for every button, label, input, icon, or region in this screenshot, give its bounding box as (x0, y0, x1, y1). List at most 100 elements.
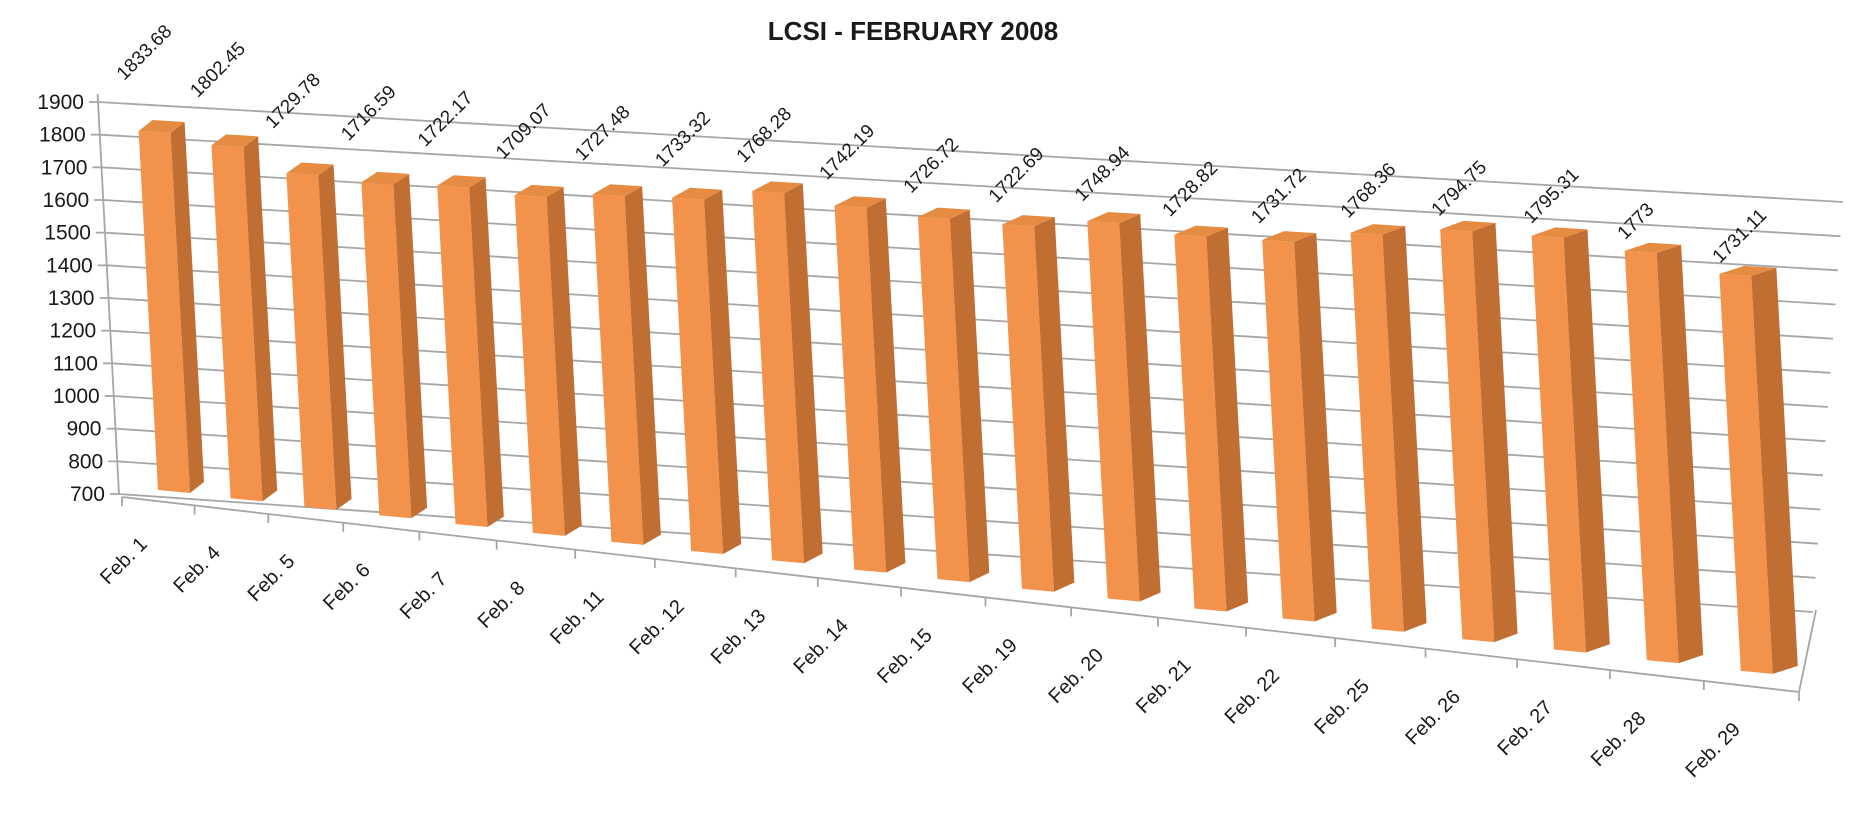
data-label: 1727.48 (571, 102, 634, 165)
bar-column (211, 134, 278, 502)
bar-side-face (1656, 244, 1704, 664)
chart-title: LCSI - FEBRUARY 2008 (768, 16, 1058, 46)
bars-layer (138, 119, 1798, 674)
bar-column (1262, 231, 1337, 622)
value-axis-label: 1300 (48, 287, 95, 310)
bar-top-face (211, 134, 259, 148)
bar-side-face (784, 183, 823, 564)
bar-front-face (1531, 235, 1586, 653)
category-label: Feb. 1 (96, 533, 152, 589)
bar-front-face (1262, 239, 1315, 622)
bar-column (1624, 242, 1704, 664)
bar-top-face (1531, 227, 1588, 238)
bar-column (1440, 220, 1518, 643)
data-label: 1795.31 (1520, 164, 1583, 227)
bar-column (286, 162, 352, 510)
category-label: Feb. 13 (707, 605, 771, 669)
bar-top-face (361, 171, 410, 185)
bar-top-face (1440, 220, 1496, 232)
bar-top-face (514, 184, 564, 198)
data-label: 1768.28 (733, 104, 796, 167)
data-label: 1733.32 (651, 108, 714, 171)
bar-top-face (1087, 211, 1141, 224)
bar-front-face (1087, 221, 1140, 602)
value-axis-layer: 700 800 900 1000 1100 1200 1300 1400 1500 1600 170… (37, 91, 120, 506)
bar-side-face (318, 164, 352, 510)
bar-side-face (170, 121, 204, 493)
bar-column (834, 196, 906, 573)
data-label: 1726.72 (900, 134, 963, 197)
bar-side-face (243, 136, 278, 502)
floor-axis-layer (121, 496, 1817, 702)
category-label: Feb. 29 (1681, 718, 1745, 782)
bar-front-face (138, 130, 190, 493)
bar-column (138, 119, 204, 493)
bar-column (752, 181, 823, 564)
bar-top-face (1002, 215, 1055, 227)
data-label: 1773 (1614, 199, 1659, 244)
value-axis-label: 700 (70, 483, 105, 506)
bar-top-face (437, 175, 486, 188)
value-axis-label: 800 (68, 450, 103, 473)
bar-top-face (1624, 242, 1682, 253)
bar-column (1087, 211, 1161, 602)
data-label: 1716.59 (337, 82, 400, 145)
category-label: Feb. 5 (244, 550, 300, 606)
category-label: Feb. 21 (1132, 655, 1196, 719)
bar-front-face (1624, 250, 1679, 664)
bar-front-face (1440, 229, 1495, 643)
bar-side-face (624, 186, 661, 545)
bar-side-face (1294, 233, 1337, 622)
bar-column (672, 187, 742, 554)
bar-column (1002, 215, 1075, 592)
data-label: 1833.68 (113, 21, 176, 84)
value-axis-label: 900 (66, 418, 101, 441)
gridline (99, 133, 1841, 238)
data-label: 1768.36 (1337, 159, 1400, 222)
bar-top-face (1174, 225, 1228, 237)
data-label: 1802.45 (186, 38, 249, 101)
category-label: Feb. 8 (474, 577, 530, 633)
data-label: 1731.11 (1709, 205, 1771, 267)
bar-column (1719, 265, 1798, 674)
bar-top-face (834, 196, 886, 208)
bar-top-face (138, 119, 185, 133)
category-label: Feb. 27 (1494, 697, 1558, 761)
value-axis-label: 1500 (44, 222, 91, 245)
bar-side-face (1206, 227, 1249, 612)
gridline (97, 101, 1843, 203)
bar-side-face (546, 186, 582, 536)
bar-column (917, 207, 990, 583)
bar-front-face (834, 205, 887, 573)
data-label: 1748.94 (1071, 142, 1135, 206)
bar-front-face (752, 191, 805, 564)
bar-top-face (592, 184, 643, 197)
bar-side-face (949, 209, 990, 583)
category-label: Feb. 12 (625, 596, 689, 660)
bar-top-face (1719, 265, 1777, 276)
bar-front-face (1174, 234, 1227, 612)
bar-column (361, 171, 428, 519)
data-label: 1794.75 (1428, 157, 1491, 220)
value-axis-label: 1900 (37, 91, 84, 114)
bar-side-face (866, 198, 906, 573)
value-axis-label: 1100 (53, 352, 98, 375)
value-axis-label: 1800 (39, 124, 86, 147)
bar-front-face (1719, 273, 1773, 674)
bar-column (514, 184, 582, 536)
bar-front-face (361, 182, 412, 519)
bar-side-face (1119, 213, 1161, 602)
bar-column (1350, 224, 1427, 632)
bar-column (437, 175, 504, 528)
bar-side-face (704, 189, 742, 554)
bar-side-face (1382, 226, 1427, 632)
data-label: 1731.72 (1247, 165, 1310, 228)
data-label: 1722.17 (414, 88, 477, 151)
bar-front-face (437, 185, 488, 528)
category-label: Feb. 22 (1221, 665, 1285, 729)
bar-front-face (514, 195, 565, 536)
value-axis-label: 1400 (46, 254, 93, 277)
bar-front-face (211, 145, 263, 502)
category-label: Feb. 11 (546, 586, 608, 648)
